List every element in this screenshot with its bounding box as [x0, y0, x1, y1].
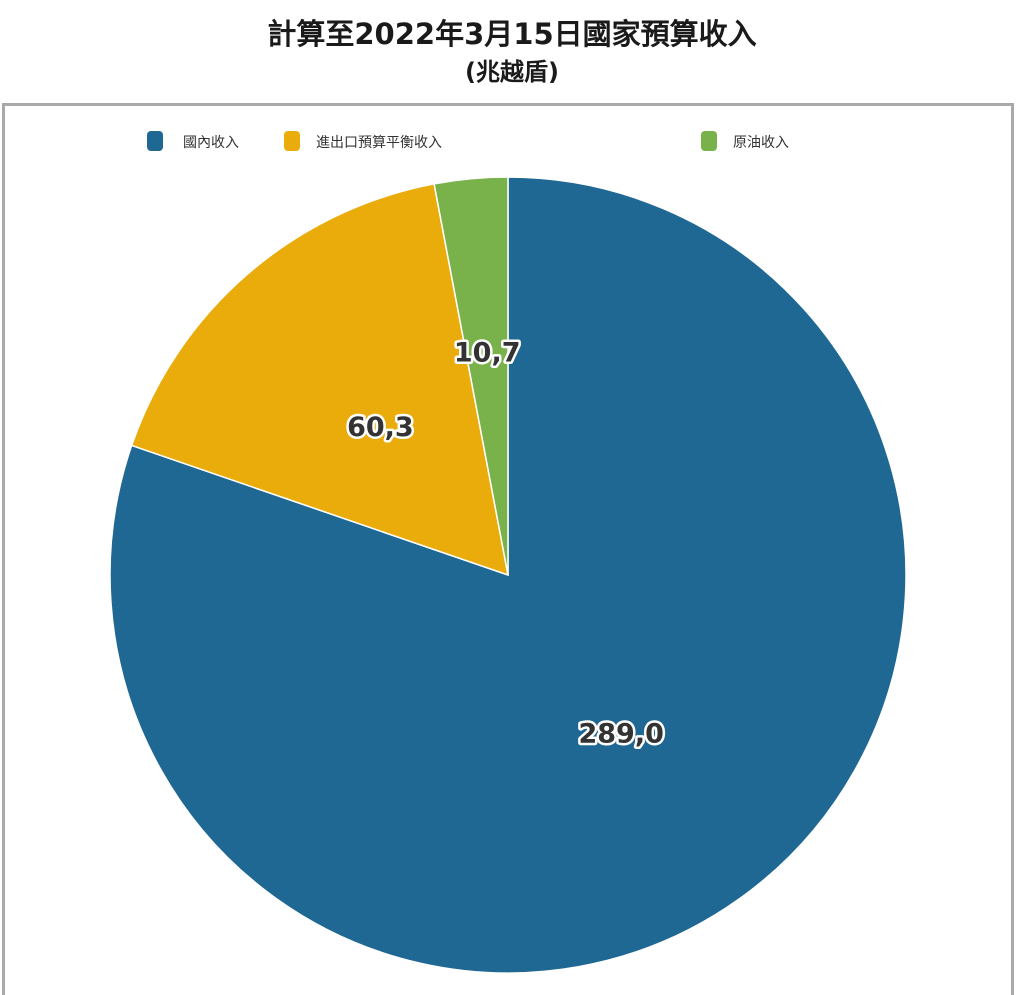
- pie-slices: [109, 176, 907, 974]
- legend: 國內收入 進出口預算平衡收入 原油收入: [147, 131, 789, 151]
- data-labels: 289,0 60,3 10,7: [345, 335, 667, 752]
- data-label-import-export-revenue: 60,3: [347, 412, 414, 443]
- legend-swatch: [147, 131, 163, 151]
- data-label-domestic-revenue: 289,0: [578, 718, 663, 749]
- legend-label: 原油收入: [733, 135, 789, 151]
- chart-subtitle: (兆越盾): [465, 58, 559, 86]
- legend-swatch: [701, 131, 717, 151]
- chart-frame: [2, 103, 1014, 995]
- pie-slice-domestic-revenue[interactable]: [109, 176, 907, 974]
- legend-label: 進出口預算平衡收入: [316, 135, 442, 151]
- legend-label: 國內收入: [183, 135, 239, 151]
- legend-item-crude-oil-revenue[interactable]: 原油收入: [701, 131, 789, 151]
- data-label-crude-oil-revenue: 10,7: [454, 338, 521, 369]
- chart-title: 計算至2022年3月15日國家預算收入: [267, 17, 757, 51]
- pie-slice-import-export-revenue[interactable]: [130, 183, 509, 577]
- legend-item-import-export-revenue[interactable]: 進出口預算平衡收入: [284, 131, 442, 151]
- legend-item-domestic-revenue[interactable]: 國內收入: [147, 131, 239, 151]
- legend-swatch: [284, 131, 300, 151]
- pie-slice-crude-oil-revenue[interactable]: [433, 176, 509, 576]
